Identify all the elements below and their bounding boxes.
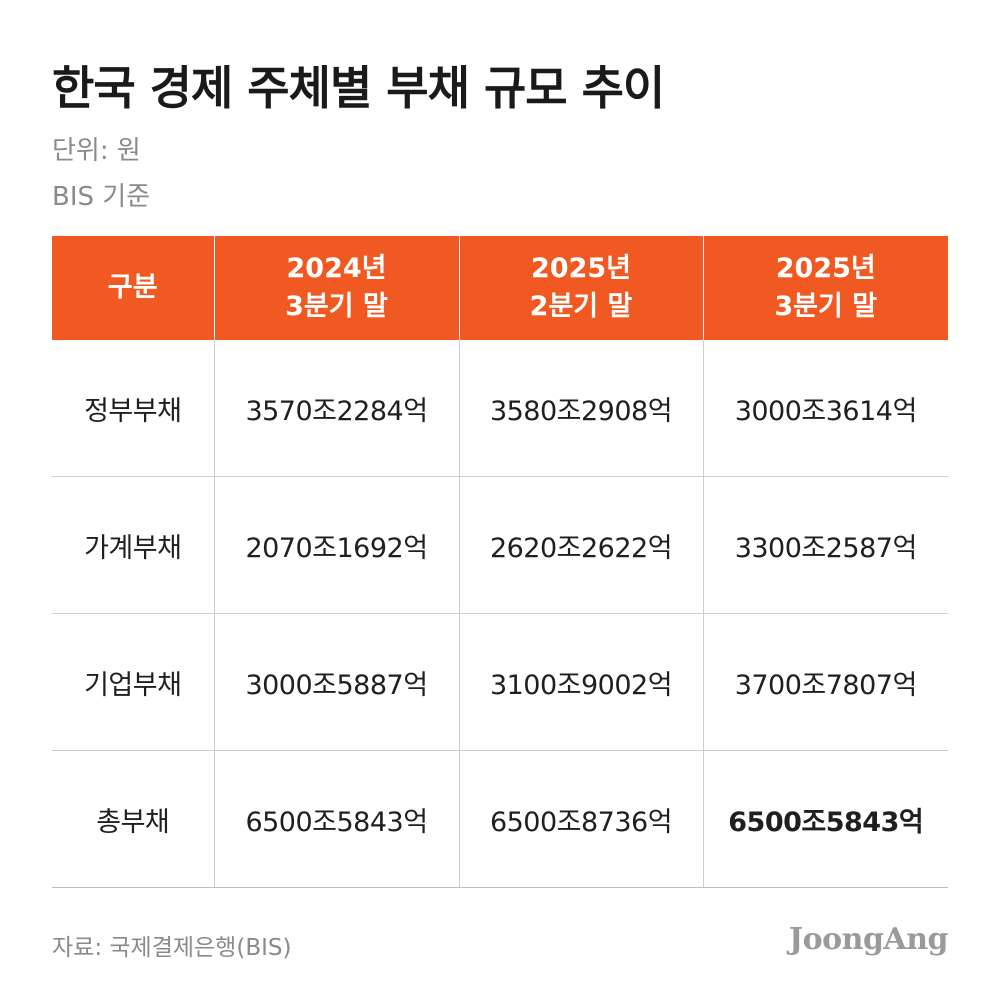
table-row-corporate: 기업부채 3000조5887억 3100조9002억 3700조7807억 [52, 613, 948, 751]
unit-label: 단위: 원 [52, 136, 141, 166]
row-label: 기업부채 [52, 613, 214, 751]
table-cell: 6500조5843억 [213, 750, 459, 888]
header-period-3-year: 2025년 [775, 253, 876, 284]
table-cell-highlight: 6500조5843억 [702, 750, 948, 888]
header-period-3: 2025년 3분기 말 [702, 236, 948, 340]
table-header-row: 구분 2024년 3분기 말 2025년 2분기 말 2025년 3분기 말 [52, 236, 948, 340]
brand-logo: JoongAng [788, 922, 949, 957]
table-cell: 3000조3614억 [702, 340, 948, 477]
row-label: 정부부채 [52, 340, 214, 477]
debt-table: 구분 2024년 3분기 말 2025년 2분기 말 2025년 3분기 말 정… [52, 236, 948, 888]
table-cell: 3570조2284억 [213, 340, 459, 477]
table-cell: 2070조1692억 [213, 476, 459, 614]
table-cell: 6500조8736억 [458, 750, 703, 888]
table-row-household: 가계부채 2070조1692억 2620조2622억 3300조2587억 [52, 476, 948, 614]
header-period-2-quarter: 2분기 말 [529, 291, 633, 322]
header-period-1: 2024년 3분기 말 [213, 236, 460, 340]
table-cell: 3300조2587억 [702, 476, 948, 614]
table-row-government: 정부부채 3570조2284억 3580조2908억 3000조3614억 [52, 340, 948, 477]
chart-title: 한국 경제 주체별 부채 규모 추이 [52, 61, 665, 115]
table-cell: 3000조5887억 [213, 613, 459, 751]
header-period-2: 2025년 2분기 말 [458, 236, 704, 340]
row-label: 총부채 [52, 750, 214, 888]
header-period-1-quarter: 3분기 말 [285, 291, 388, 322]
table-row-total: 총부채 6500조5843억 6500조8736억 6500조5843억 [52, 750, 948, 888]
table-cell: 3700조7807억 [702, 613, 948, 751]
header-period-1-year: 2024년 [286, 253, 387, 284]
header-category: 구분 [52, 236, 215, 340]
row-label: 가계부채 [52, 476, 214, 614]
source-note: 자료: 국제결제은행(BIS) [52, 935, 292, 961]
table-cell: 3580조2908억 [458, 340, 703, 477]
basis-label: BIS 기준 [52, 182, 151, 212]
table-cell: 2620조2622억 [458, 476, 703, 614]
header-period-3-quarter: 3분기 말 [774, 291, 878, 322]
header-period-2-year: 2025년 [531, 253, 631, 284]
table-cell: 3100조9002억 [458, 613, 703, 751]
